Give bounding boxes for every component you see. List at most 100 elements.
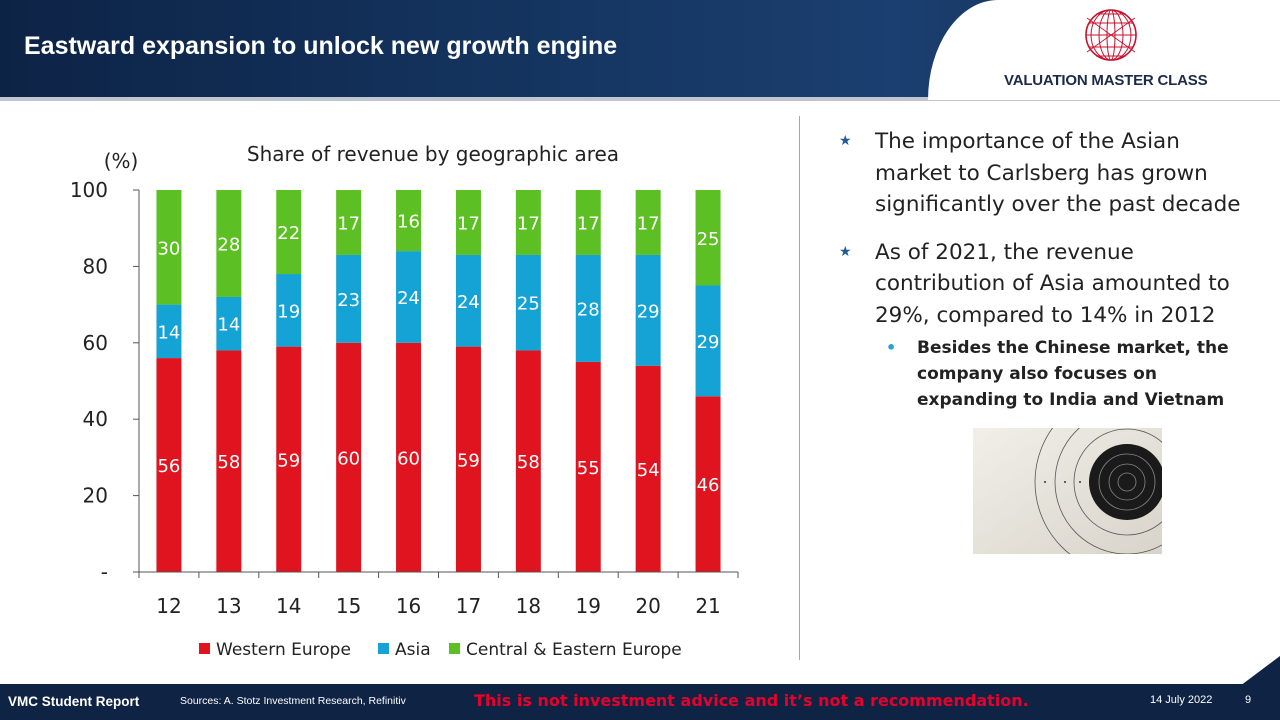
bar-segment [515, 350, 541, 572]
x-tick-label: 20 [635, 594, 660, 618]
y-tick-label: - [101, 560, 108, 584]
y-tick-label: 100 [70, 178, 108, 202]
data-label: 58 [517, 452, 540, 473]
bullet-item: ★ As of 2021, the revenue contribution o… [836, 237, 1256, 332]
data-label: 29 [697, 332, 720, 353]
data-label: 23 [337, 290, 360, 311]
x-tick-label: 14 [276, 594, 301, 618]
sources-text: Sources: A. Stotz Investment Research, R… [180, 695, 406, 707]
legend-swatch [449, 643, 460, 654]
data-label: 28 [217, 234, 240, 255]
bar-segment [575, 190, 601, 255]
legend-swatch [378, 643, 389, 654]
legend-label: Central & Eastern Europe [466, 640, 682, 660]
x-tick-label: 13 [216, 594, 241, 618]
bar-segment [575, 254, 601, 362]
target-image [973, 428, 1162, 554]
bar-segment [455, 190, 481, 255]
data-label: 30 [157, 238, 180, 259]
data-label: 17 [337, 213, 360, 234]
data-label: 14 [217, 315, 240, 336]
bar-segment [455, 346, 481, 572]
x-tick-label: 18 [516, 594, 541, 618]
data-label: 25 [697, 229, 720, 250]
bar-segment [216, 296, 242, 351]
bar-segment [635, 190, 661, 255]
bar-segment [396, 342, 422, 572]
data-label: 58 [217, 452, 240, 473]
data-label: 54 [637, 460, 660, 481]
chart-title: Share of revenue by geographic area [247, 142, 619, 166]
legend-label: Western Europe [216, 640, 351, 660]
data-label: 55 [577, 458, 600, 479]
bar-segment [336, 254, 362, 343]
data-label: 46 [697, 475, 720, 496]
data-label: 17 [457, 213, 480, 234]
data-label: 17 [517, 213, 540, 234]
x-tick-label: 19 [576, 594, 601, 618]
y-tick-label: 20 [83, 484, 108, 508]
data-label: 16 [397, 212, 420, 233]
bar-segment [396, 251, 422, 343]
bar-segment [276, 346, 302, 572]
bar-segment [635, 254, 661, 366]
report-name: VMC Student Report [8, 694, 140, 709]
bullet-dot-icon: • [886, 338, 897, 357]
corner-decoration [1240, 656, 1280, 686]
page-number: 9 [1245, 694, 1252, 706]
bars-group: 56 14 30 58 14 28 59 19 22 60 23 17 60 24 16 59 24 17 58 25… [156, 190, 721, 572]
data-label: 60 [397, 448, 420, 469]
bar-segment [515, 190, 541, 255]
report-date: 14 July 2022 [1150, 694, 1213, 706]
x-tick-label: 17 [456, 594, 481, 618]
data-label: 17 [637, 213, 660, 234]
legend-label: Asia [395, 640, 431, 660]
bar-segment [156, 358, 182, 572]
data-label: 59 [457, 450, 480, 471]
data-label: 28 [577, 299, 600, 320]
logo-panel: VALUATION MASTER CLASS [928, 0, 1280, 100]
y-axis: - 20 40 60 80 100 [70, 178, 140, 584]
sub-bullet-text: Besides the Chinese market, the company … [917, 338, 1229, 410]
star-icon: ★ [839, 243, 852, 260]
data-label: 24 [457, 292, 480, 313]
x-tick-label: 21 [695, 594, 720, 618]
bar-segment [156, 190, 182, 305]
bar-segment [695, 396, 721, 572]
y-tick-label: 40 [83, 407, 108, 431]
bullet-list: ★ The importance of the Asian market to … [836, 126, 1256, 413]
bar-segment [216, 350, 242, 572]
bullet-text: As of 2021, the revenue contribution of … [875, 239, 1230, 328]
bar-segment [455, 254, 481, 347]
x-tick-label: 12 [156, 594, 181, 618]
disclaimer-text: This is not investment advice and it’s n… [474, 691, 1029, 710]
data-label: 25 [517, 294, 540, 315]
x-tick-label: 16 [396, 594, 421, 618]
y-axis-label: (%) [104, 149, 139, 173]
x-axis: 12 13 14 15 16 17 18 19 20 21 [138, 571, 739, 618]
bar-segment [336, 342, 362, 572]
data-label: 14 [157, 322, 180, 343]
star-icon: ★ [839, 133, 852, 149]
bar-segment [336, 190, 362, 255]
y-tick-label: 80 [83, 254, 108, 278]
bullet-text: The importance of the Asian market to Ca… [875, 129, 1241, 217]
data-label: 60 [337, 448, 360, 469]
bar-segment [695, 285, 721, 397]
data-label: 24 [397, 288, 420, 309]
page-title: Eastward expansion to unlock new growth … [24, 32, 618, 60]
legend-swatch [199, 643, 210, 654]
header-rule [0, 97, 1280, 101]
y-tick-label: 60 [83, 331, 108, 355]
bar-segment [276, 274, 302, 347]
bar-segment [575, 361, 601, 572]
logo-text: VALUATION MASTER CLASS [1004, 72, 1208, 89]
data-label: 17 [577, 213, 600, 234]
bar-segment [635, 365, 661, 572]
revenue-share-chart: Share of revenue by geographic area (%) … [70, 142, 739, 660]
bar-segment [276, 190, 302, 275]
sub-bullet-item: • Besides the Chinese market, the compan… [836, 335, 1256, 413]
bar-segment [695, 190, 721, 286]
data-label: 56 [157, 456, 180, 477]
bar-segment [515, 254, 541, 351]
